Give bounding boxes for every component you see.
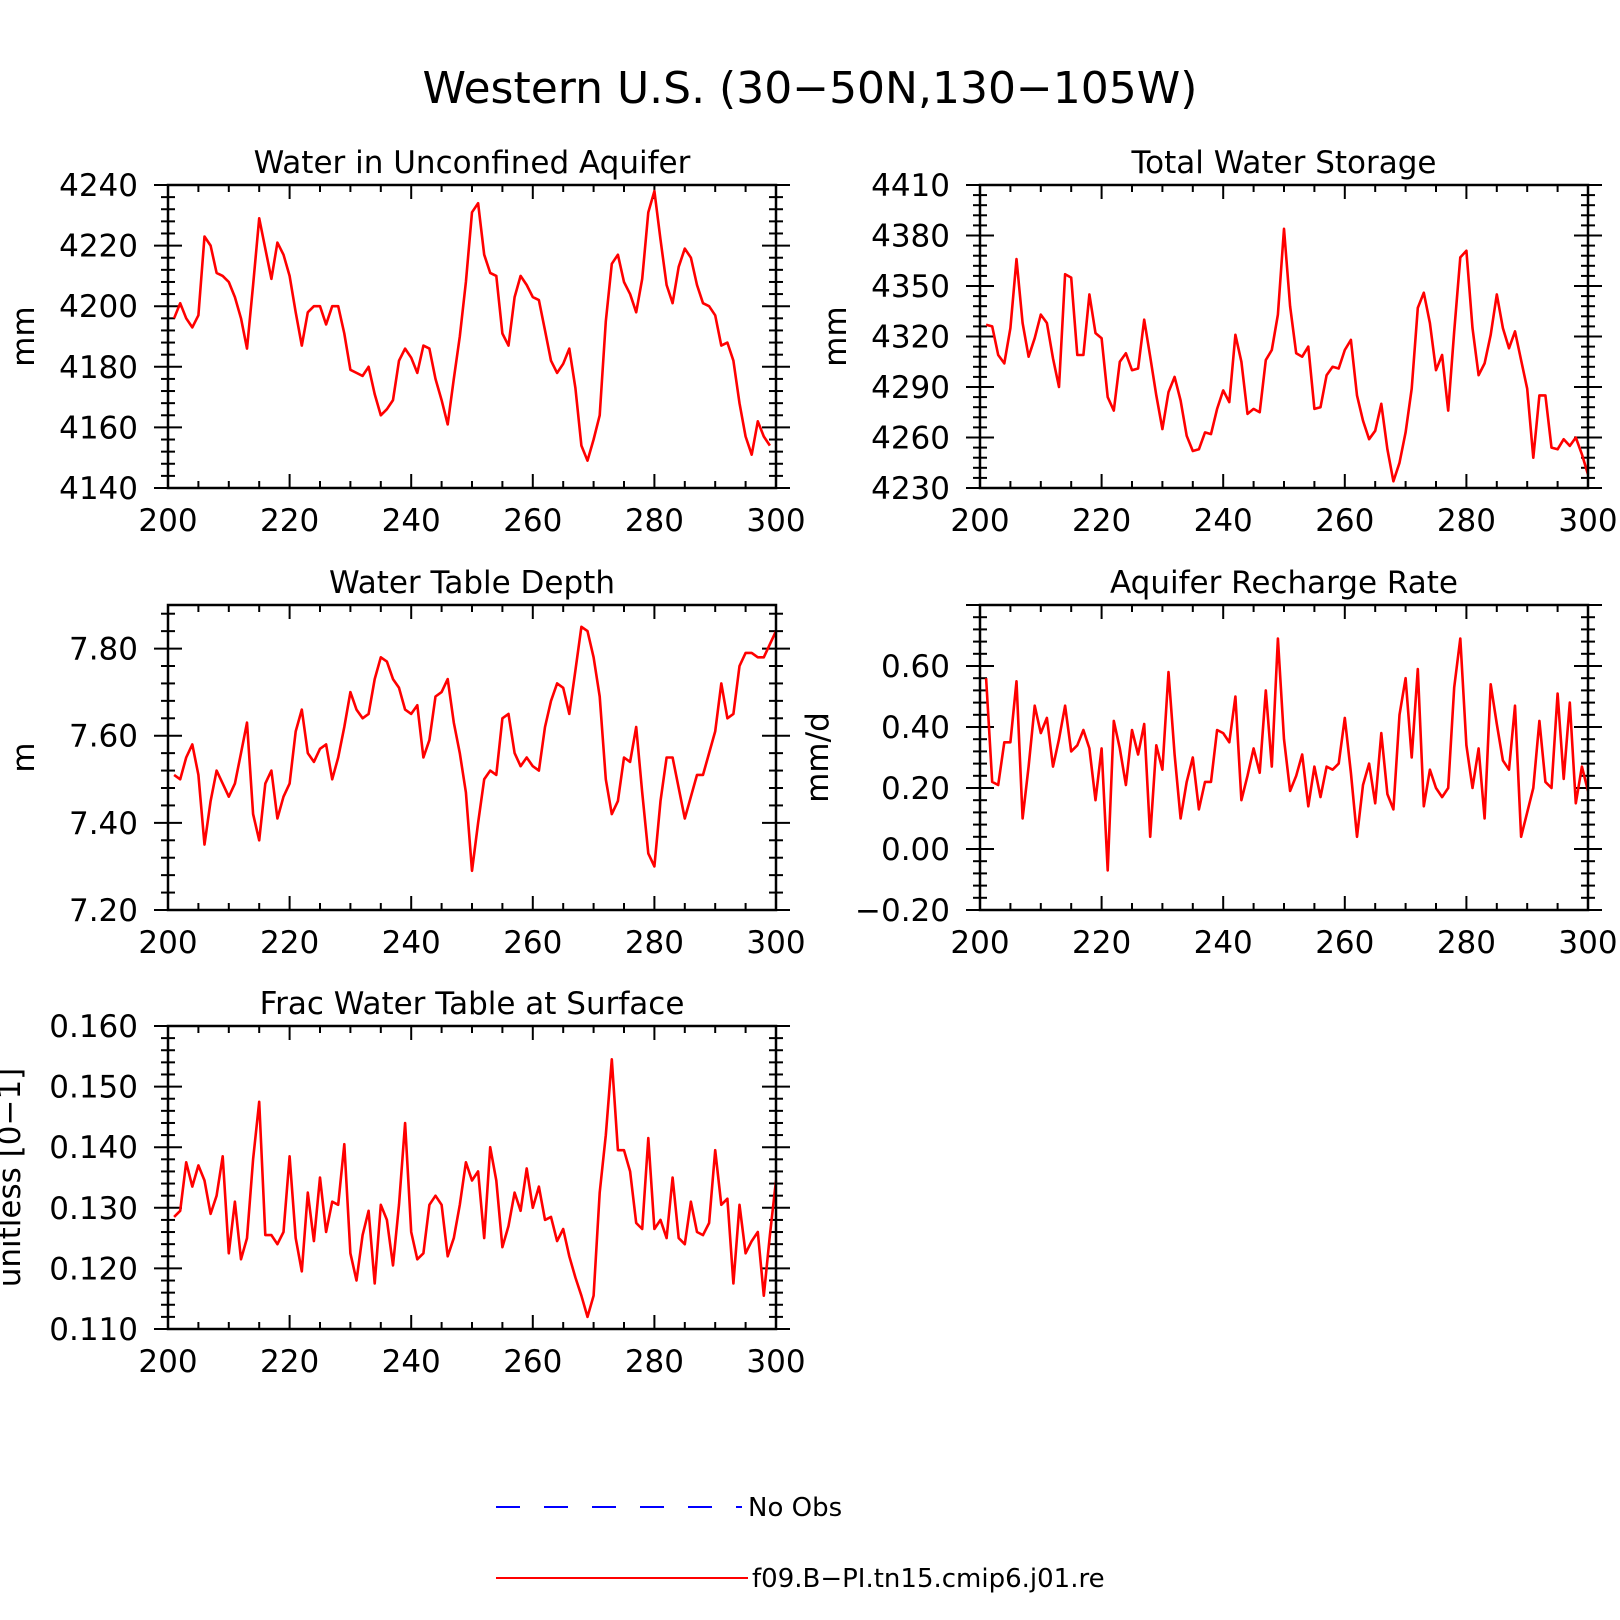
y-axis-label: mm — [6, 306, 42, 366]
y-tick-label: 7.60 — [69, 719, 138, 755]
series-line — [172, 189, 771, 463]
panel-title: Water Table Depth — [329, 565, 615, 601]
panel-title: Aquifer Recharge Rate — [1110, 565, 1458, 601]
series-line — [984, 637, 1590, 872]
y-axis-label: unitless [0−1] — [0, 1068, 28, 1288]
y-tick-label: 4240 — [59, 168, 138, 204]
y-tick-label: 0.20 — [881, 771, 950, 807]
series-line — [173, 625, 778, 873]
y-tick-label: 4180 — [59, 350, 138, 386]
y-tick-label: 4220 — [59, 229, 138, 265]
x-tick-label: 260 — [503, 503, 562, 539]
x-tick-label: 240 — [382, 1344, 441, 1380]
y-tick-label: 4260 — [871, 421, 950, 457]
x-tick-label: 280 — [625, 1344, 684, 1380]
y-tick-label: 0.140 — [49, 1130, 138, 1166]
panel-title: Water in Unconfined Aquifer — [254, 145, 691, 181]
x-tick-label: 240 — [382, 503, 441, 539]
x-tick-label: 240 — [1194, 503, 1253, 539]
y-tick-label: 4290 — [871, 370, 950, 406]
y-tick-label: 7.40 — [69, 806, 138, 842]
x-tick-label: 300 — [746, 925, 805, 961]
plot-frame — [978, 603, 1590, 912]
x-tick-label: 220 — [260, 503, 319, 539]
x-tick-label: 200 — [138, 1344, 197, 1380]
legend-label-model-run: f09.B−PI.tn15.cmip6.j01.re — [752, 1564, 1105, 1594]
x-tick-label: 220 — [1072, 925, 1131, 961]
x-tick-label: 220 — [260, 925, 319, 961]
x-tick-label: 220 — [260, 1344, 319, 1380]
y-tick-label: 4350 — [871, 269, 950, 305]
x-tick-label: 200 — [138, 925, 197, 961]
x-tick-label: 280 — [1437, 925, 1496, 961]
x-tick-label: 200 — [950, 925, 1009, 961]
legend: No Obs f09.B−PI.tn15.cmip6.j01.re — [496, 1493, 1105, 1594]
y-axis-label: m — [6, 742, 42, 772]
y-axis-label: mm/d — [800, 712, 836, 803]
y-axis-label: mm — [818, 306, 854, 366]
y-tick-label: 4200 — [59, 289, 138, 325]
x-tick-label: 280 — [1437, 503, 1496, 539]
y-tick-label: 7.20 — [69, 893, 138, 929]
x-tick-label: 300 — [1558, 503, 1617, 539]
y-tick-label: 4380 — [871, 219, 950, 255]
y-tick-label: 4160 — [59, 410, 138, 446]
series-line — [985, 227, 1590, 483]
y-tick-label: 4410 — [871, 168, 950, 204]
x-tick-label: 300 — [746, 1344, 805, 1380]
y-tick-label: 0.40 — [881, 710, 950, 746]
y-tick-label: 4140 — [59, 471, 138, 507]
x-tick-label: 260 — [503, 1344, 562, 1380]
y-tick-label: 4230 — [871, 471, 950, 507]
x-tick-label: 280 — [625, 503, 684, 539]
y-tick-label: 0.160 — [49, 1009, 138, 1045]
chart-panel-aquifer-recharge-rate: Aquifer Recharge Rate 200 220 240 260 280 300 −… — [800, 565, 1618, 961]
plot-frame — [166, 1024, 778, 1331]
figure-title: Western U.S. (30−50N,130−105W) — [423, 63, 1198, 114]
x-tick-label: 200 — [950, 503, 1009, 539]
x-tick-label: 260 — [503, 925, 562, 961]
series-line — [173, 1058, 778, 1319]
y-tick-label: −0.20 — [855, 893, 950, 929]
x-tick-label: 240 — [1194, 925, 1253, 961]
plot-frame — [166, 183, 778, 490]
x-tick-label: 220 — [1072, 503, 1131, 539]
y-tick-label: 7.80 — [69, 632, 138, 668]
x-tick-label: 300 — [746, 503, 805, 539]
x-tick-label: 280 — [625, 925, 684, 961]
plot-frame — [166, 603, 778, 912]
chart-panel-total-water-storage: Total Water Storage 200 220 240 260 280 300 423… — [818, 145, 1618, 539]
y-tick-label: 0.120 — [49, 1251, 138, 1287]
x-tick-label: 260 — [1315, 503, 1374, 539]
plot-frame — [978, 183, 1590, 490]
x-tick-label: 300 — [1558, 925, 1617, 961]
legend-label-no-obs: No Obs — [748, 1493, 842, 1523]
chart-panel-water-table-depth: Water Table Depth 200 220 240 260 280 300 7.20 7… — [6, 565, 806, 961]
y-tick-label: 0.60 — [881, 649, 950, 685]
y-tick-label: 0.00 — [881, 832, 950, 868]
x-tick-label: 260 — [1315, 925, 1374, 961]
chart-panel-aquifer-water: Water in Unconfined Aquifer 200 220 240 260 2… — [6, 145, 806, 539]
x-tick-label: 240 — [382, 925, 441, 961]
panel-title: Frac Water Table at Surface — [260, 986, 685, 1022]
x-tick-label: 200 — [138, 503, 197, 539]
y-tick-label: 0.150 — [49, 1070, 138, 1106]
panel-title: Total Water Storage — [1130, 145, 1436, 181]
y-tick-label: 0.130 — [49, 1191, 138, 1227]
y-tick-label: 0.110 — [49, 1312, 138, 1348]
y-tick-label: 4320 — [871, 320, 950, 356]
chart-panel-frac-water-table: Frac Water Table at Surface 200 220 240 260 2… — [0, 986, 806, 1380]
